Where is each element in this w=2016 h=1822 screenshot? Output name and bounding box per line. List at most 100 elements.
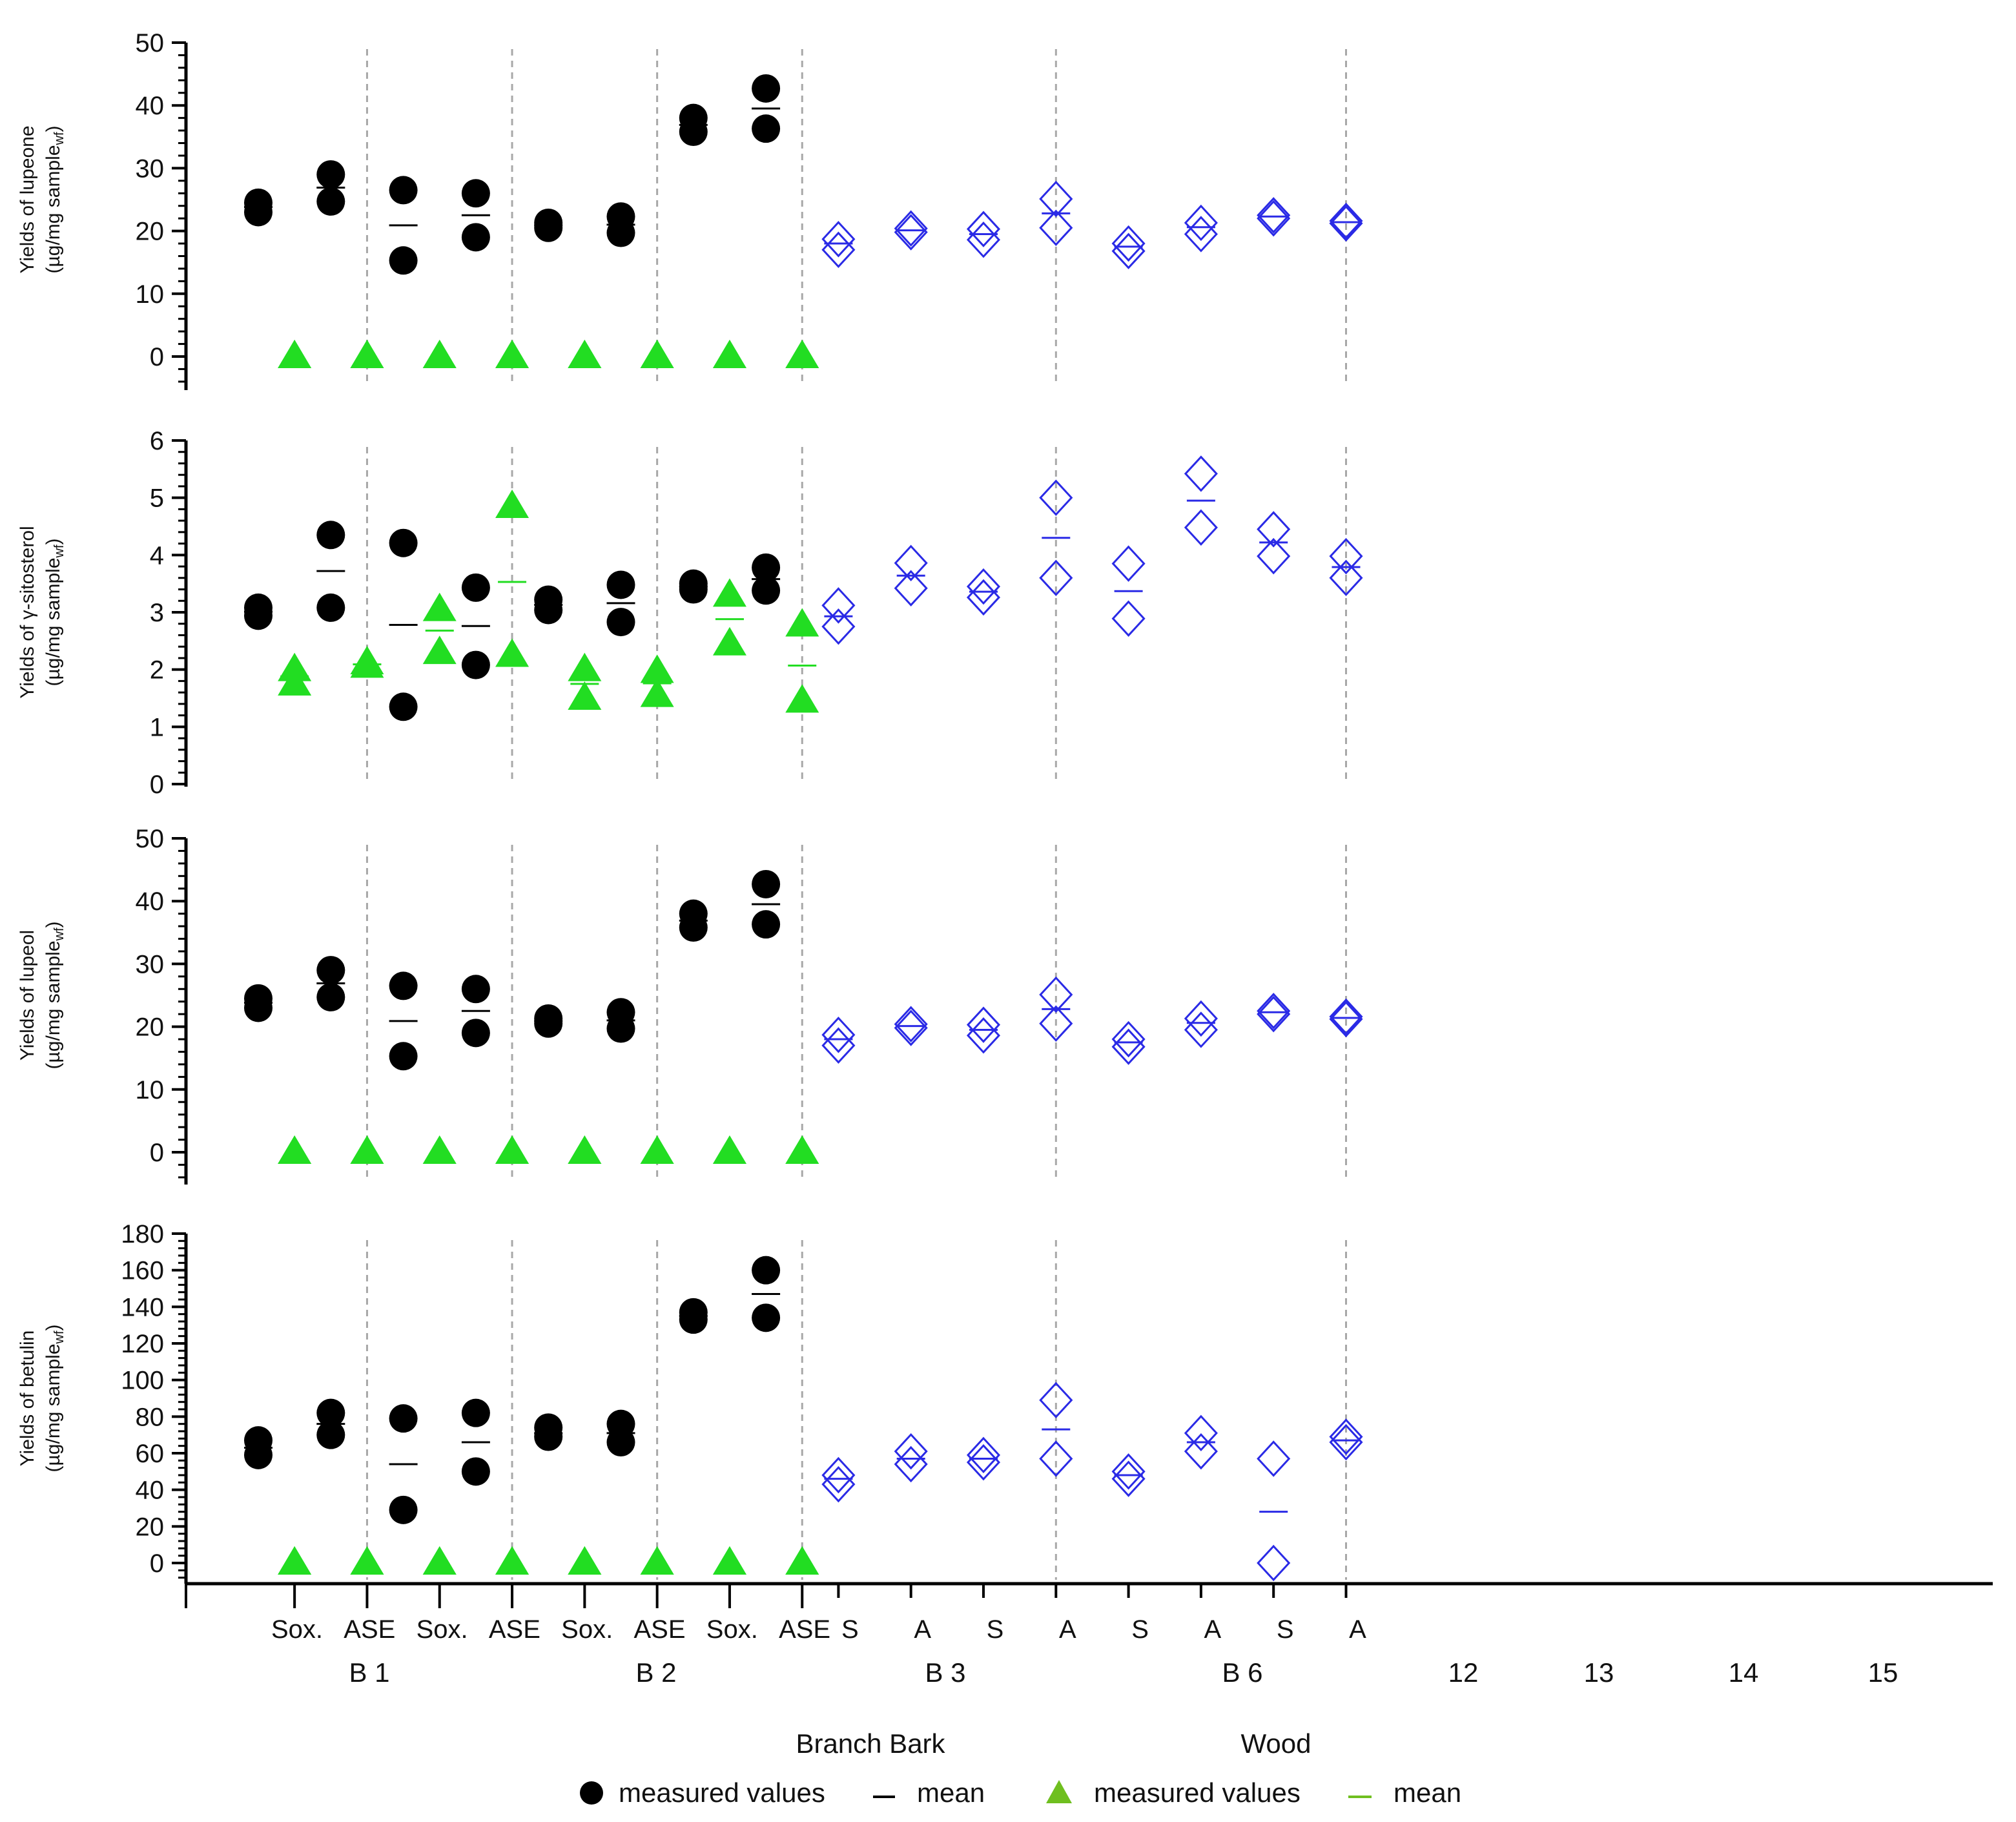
x-category-label: ASE bbox=[633, 1615, 685, 1644]
black-measured-point bbox=[461, 1457, 490, 1486]
y-tick-label: 2 bbox=[150, 656, 164, 685]
y-tick-label: 0 bbox=[150, 771, 164, 799]
x-group-label: B 6 bbox=[1222, 1657, 1262, 1688]
blue-measured-point bbox=[1257, 993, 1291, 1030]
y-tick-label: 10 bbox=[136, 280, 165, 309]
green-measured-point bbox=[495, 1135, 530, 1164]
blue-measured-point bbox=[821, 1027, 856, 1064]
black-measured-point bbox=[461, 1398, 490, 1427]
y-tick-label: 4 bbox=[150, 541, 164, 570]
green-measured-point bbox=[712, 340, 746, 368]
green-measured-point bbox=[422, 592, 457, 621]
green-measured-point bbox=[785, 1546, 819, 1575]
x-group-label: 12 bbox=[1448, 1657, 1479, 1688]
black-measured-point bbox=[752, 869, 781, 898]
green-measured-point bbox=[495, 1546, 530, 1575]
black-measured-point bbox=[606, 218, 635, 247]
black-measured-point bbox=[461, 573, 490, 602]
black-measured-point bbox=[389, 1042, 418, 1071]
green-measured-point bbox=[640, 678, 674, 707]
x-category-label: ASE bbox=[489, 1615, 540, 1644]
black-measured-point bbox=[316, 160, 345, 189]
y-unit-text: (µg/mg sample bbox=[43, 1343, 64, 1472]
black-measured-point bbox=[679, 575, 708, 604]
blue-measured-point bbox=[1184, 1011, 1218, 1048]
legend-black-measured-label: measured values bbox=[619, 1777, 825, 1808]
y-tick-label: 0 bbox=[150, 1139, 164, 1167]
legend-green-triangle-marker bbox=[1046, 1780, 1072, 1803]
green-measured-point bbox=[640, 1135, 674, 1164]
green-measured-point bbox=[568, 652, 602, 681]
green-measured-point bbox=[640, 340, 674, 368]
blue-measured-point bbox=[966, 579, 1001, 616]
blue-measured-point bbox=[1329, 537, 1363, 575]
black-measured-point bbox=[244, 198, 273, 227]
x-category-label: A bbox=[1059, 1615, 1076, 1644]
blue-measured-point bbox=[1111, 600, 1146, 637]
black-measured-point bbox=[679, 913, 708, 942]
legend: measured values mean measured values mea… bbox=[580, 1777, 1461, 1808]
blue-measured-point bbox=[1184, 1000, 1218, 1037]
blue-measured-point bbox=[821, 1017, 856, 1053]
black-measured-point bbox=[244, 1440, 273, 1469]
y-tick-label: 30 bbox=[136, 950, 165, 978]
green-measured-point bbox=[568, 1135, 602, 1164]
x-category-label: A bbox=[1349, 1615, 1366, 1644]
panel-2-y-unit: (µg/mg samplewf) bbox=[43, 538, 67, 686]
blue-measured-point bbox=[1329, 205, 1363, 242]
y-tick-label: 50 bbox=[136, 29, 165, 57]
x-category-label: Sox. bbox=[417, 1615, 468, 1644]
green-measured-point bbox=[350, 1135, 384, 1164]
blue-measured-point bbox=[821, 221, 856, 258]
green-measured-point bbox=[785, 684, 819, 713]
blue-measured-point bbox=[1184, 1433, 1218, 1470]
y-tick-label: 140 bbox=[121, 1293, 164, 1321]
black-measured-point bbox=[606, 1428, 635, 1456]
black-measured-point bbox=[679, 1305, 708, 1334]
blue-measured-point bbox=[1184, 509, 1218, 546]
y-unit-subscript: wf bbox=[52, 1330, 67, 1344]
black-measured-point bbox=[389, 246, 418, 275]
y-tick-label: 60 bbox=[136, 1440, 165, 1468]
y-unit-subscript: wf bbox=[52, 927, 67, 941]
x-group-label: B 2 bbox=[635, 1657, 676, 1688]
x-category-label: S bbox=[841, 1615, 859, 1644]
green-measured-point bbox=[785, 1135, 819, 1164]
blue-measured-point bbox=[1184, 1414, 1218, 1452]
blue-measured-point bbox=[1111, 1020, 1146, 1058]
green-measured-point bbox=[278, 340, 312, 368]
blue-measured-point bbox=[1039, 1005, 1073, 1042]
black-measured-point bbox=[389, 1404, 418, 1433]
x-category-label: S bbox=[987, 1615, 1004, 1644]
green-measured-point bbox=[568, 681, 602, 710]
blue-measured-point bbox=[894, 544, 928, 581]
y-unit-close: ) bbox=[43, 538, 64, 544]
x-group-label: 15 bbox=[1868, 1657, 1898, 1688]
panel-4-y-unit: (µg/mg samplewf) bbox=[43, 1324, 67, 1472]
black-measured-point bbox=[389, 971, 418, 1000]
x-category-label: S bbox=[1131, 1615, 1149, 1644]
y-tick-label: 80 bbox=[136, 1403, 165, 1431]
y-unit-text: (µg/mg sample bbox=[43, 557, 64, 686]
blue-measured-point bbox=[821, 587, 856, 624]
y-tick-label: 20 bbox=[136, 1013, 165, 1042]
x-group-label: 14 bbox=[1729, 1657, 1759, 1688]
blue-measured-point bbox=[966, 221, 1001, 258]
green-measured-point bbox=[495, 489, 530, 518]
panel-3-y-unit: (µg/mg samplewf) bbox=[43, 921, 67, 1069]
black-measured-point bbox=[389, 1495, 418, 1524]
black-measured-point bbox=[461, 223, 490, 252]
x-group-label: B 1 bbox=[349, 1657, 389, 1688]
blue-measured-point bbox=[1257, 537, 1291, 575]
x-category-label: ASE bbox=[779, 1615, 830, 1644]
y-unit-close: ) bbox=[43, 1324, 64, 1330]
blue-measured-point bbox=[894, 1006, 928, 1042]
black-measured-point bbox=[389, 176, 418, 205]
green-measured-point bbox=[422, 1135, 457, 1164]
y-unit-subscript: wf bbox=[52, 132, 67, 145]
black-measured-point bbox=[534, 1422, 563, 1451]
black-measured-point bbox=[606, 1014, 635, 1043]
blue-measured-point bbox=[1039, 209, 1073, 246]
blue-measured-point bbox=[1257, 511, 1291, 548]
